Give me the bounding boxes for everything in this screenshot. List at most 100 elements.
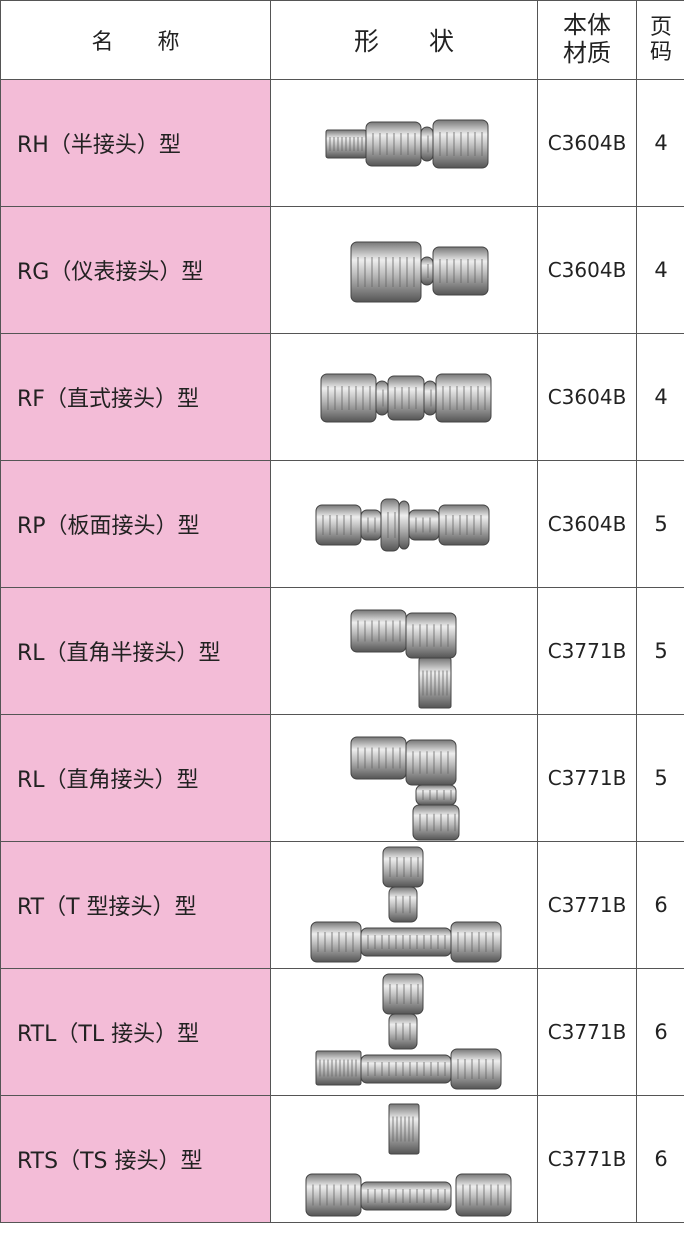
page-number: 6: [654, 1020, 668, 1044]
fitting-image: [350, 609, 457, 709]
nut: [310, 921, 362, 963]
page-number: 4: [654, 131, 668, 155]
fitting-name: RT（T 型接头）型: [17, 895, 197, 920]
fitting-image: [320, 373, 492, 423]
nut: [432, 119, 489, 169]
shape-cell: [270, 460, 538, 588]
material-cell: C3771B: [537, 1095, 637, 1223]
fitting-name: RG（仪表接头）型: [17, 260, 204, 285]
fitting-image: [315, 973, 502, 1090]
fitting-image: [305, 1103, 512, 1217]
nut: [305, 1173, 362, 1217]
material-cell: C3771B: [537, 714, 637, 842]
name-cell: RTL（TL 接头）型: [0, 968, 271, 1096]
nut: [438, 504, 490, 546]
nut: [423, 380, 437, 416]
header-text: 形 状: [353, 27, 454, 56]
name-cell: RP（板面接头）型: [0, 460, 271, 588]
shape-cell: [270, 206, 538, 334]
material-cell: C3771B: [537, 587, 637, 715]
page-number: 5: [654, 639, 668, 663]
fitting-name: RL（直角半接头）型: [17, 641, 221, 666]
material: C3604B: [547, 131, 627, 155]
fitting-name: RL（直角接头）型: [17, 768, 199, 793]
page-number: 4: [654, 385, 668, 409]
page-cell: 5: [636, 587, 684, 715]
table-body: RH（半接头）型 C3604B 4 RG（仪表接头）型 C3604B 4 RF（直式接头）型…: [0, 79, 684, 1223]
material-cell: C3604B: [537, 460, 637, 588]
name-cell: RT（T 型接头）型: [0, 841, 271, 969]
shape-cell: [270, 841, 538, 969]
shape-cell: [270, 714, 538, 842]
fitting-image: [350, 241, 489, 303]
nut: [420, 256, 434, 286]
nut: [320, 373, 377, 423]
table-row: RT（T 型接头）型 C3771B 6: [0, 841, 684, 969]
material-cell: C3604B: [537, 79, 637, 207]
header-cell: 名 称: [0, 0, 271, 80]
header-cell: 页码: [636, 0, 684, 80]
nut: [450, 921, 502, 963]
page-number: 6: [654, 893, 668, 917]
nut: [405, 612, 457, 659]
fitting-image: [310, 846, 502, 963]
shape-cell: [270, 79, 538, 207]
nut: [435, 373, 492, 423]
page-number: 6: [654, 1147, 668, 1171]
material: C3604B: [547, 385, 627, 409]
table-row: RL（直角半接头）型 C3771B 5: [0, 587, 684, 715]
page-cell: 4: [636, 206, 684, 334]
material: C3604B: [547, 258, 627, 282]
name-cell: RL（直角半接头）型: [0, 587, 271, 715]
material: C3771B: [547, 893, 627, 917]
material: C3771B: [547, 766, 627, 790]
shape-cell: [270, 1095, 538, 1223]
nut: [360, 927, 452, 957]
nut: [360, 1054, 452, 1084]
header-text: 名 称: [91, 30, 180, 55]
page-cell: 6: [636, 968, 684, 1096]
material: C3771B: [547, 1020, 627, 1044]
shape-cell: [270, 968, 538, 1096]
material: C3604B: [547, 512, 627, 536]
nut: [375, 380, 389, 416]
fitting-image: [350, 736, 460, 841]
fitting-name: RH（半接头）型: [17, 133, 181, 158]
name-cell: RH（半接头）型: [0, 79, 271, 207]
page-cell: 5: [636, 714, 684, 842]
page-cell: 5: [636, 460, 684, 588]
table-row: RTL（TL 接头）型 C3771B 6: [0, 968, 684, 1096]
nut: [398, 500, 410, 550]
thread: [388, 1103, 420, 1155]
header-row: 名 称 形 状 本体材质 页码: [0, 0, 684, 80]
table-row: RTS（TS 接头）型 C3771B 6: [0, 1095, 684, 1223]
nut: [382, 846, 424, 888]
nut: [415, 784, 457, 806]
thread: [315, 1050, 362, 1086]
material: C3771B: [547, 639, 627, 663]
name-cell: RG（仪表接头）型: [0, 206, 271, 334]
page-number: 5: [654, 512, 668, 536]
page-number: 4: [654, 258, 668, 282]
table-row: RG（仪表接头）型 C3604B 4: [0, 206, 684, 334]
page-number: 5: [654, 766, 668, 790]
nut: [408, 509, 440, 541]
page-cell: 4: [636, 333, 684, 461]
fitting-image: [325, 119, 489, 169]
material-cell: C3604B: [537, 333, 637, 461]
page-cell: 4: [636, 79, 684, 207]
shape-cell: [270, 587, 538, 715]
nut: [450, 1048, 502, 1090]
page-cell: 6: [636, 841, 684, 969]
name-cell: RL（直角接头）型: [0, 714, 271, 842]
table-row: RL（直角接头）型 C3771B 5: [0, 714, 684, 842]
name-cell: RF（直式接头）型: [0, 333, 271, 461]
nut: [387, 375, 425, 421]
nut: [360, 509, 382, 541]
material-cell: C3604B: [537, 206, 637, 334]
nut: [455, 1173, 512, 1217]
nut: [432, 246, 489, 296]
nut: [420, 126, 434, 162]
